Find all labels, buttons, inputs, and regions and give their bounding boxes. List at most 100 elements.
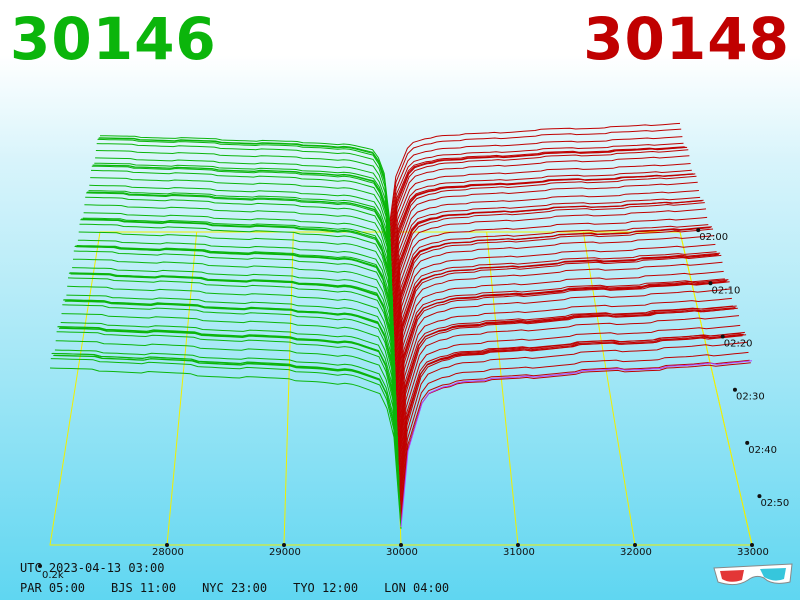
bid-depth-line — [60, 322, 400, 465]
ask-depth-line — [390, 146, 688, 252]
latest-ask-line — [400, 360, 753, 528]
ask-depth-line — [391, 163, 691, 268]
bid-depth-line — [80, 219, 395, 343]
x-tick-dot — [516, 543, 520, 547]
bid-depth-line — [92, 164, 393, 268]
x-tick-dot — [282, 543, 286, 547]
bid-depth-line — [94, 162, 392, 259]
bid-depth-line — [79, 223, 395, 348]
ask-depth-line — [398, 305, 737, 462]
ask-depth-line — [397, 297, 732, 443]
3d-glasses-icon[interactable] — [712, 560, 794, 590]
ask-depth-line — [396, 270, 724, 408]
bid-depth-line — [53, 355, 401, 510]
ask-depth-line — [394, 243, 716, 373]
x-tick-label: 29000 — [269, 547, 301, 558]
ask-depth-line — [389, 136, 683, 232]
time-tick-dot — [708, 281, 713, 286]
ask-depth-line — [395, 252, 721, 392]
bid-depth-line — [72, 258, 397, 389]
time-tick-label: 02:30 — [736, 392, 765, 403]
bid-depth-line — [89, 184, 393, 289]
bid-price: 30146 — [10, 5, 217, 73]
ask-depth-line — [392, 196, 701, 308]
time-tick-dot — [696, 228, 701, 233]
ask-depth-line — [389, 122, 681, 222]
x-tick-dot — [750, 543, 754, 547]
ask-depth-line — [396, 279, 729, 427]
clock-bjs: BJS 11:00 — [111, 581, 177, 595]
bid-depth-line — [90, 169, 393, 278]
x-tick-label: 32000 — [620, 547, 652, 558]
ask-depth-line — [395, 254, 722, 397]
bid-depth-line — [67, 285, 398, 424]
ask-depth-line — [392, 181, 698, 297]
time-tick-dot — [732, 387, 737, 392]
bid-depth-line — [69, 272, 398, 409]
ask-depth-line — [400, 359, 750, 518]
ask-depth-line — [393, 202, 705, 327]
bid-depth-line — [73, 250, 397, 383]
bid-depth-line — [86, 192, 394, 308]
x-tick-dot — [633, 543, 637, 547]
bid-depth-line — [91, 165, 393, 273]
bid-depth-line — [61, 313, 399, 459]
x-grid-line — [582, 231, 636, 546]
bid-depth-line — [86, 191, 394, 303]
bid-depth-line — [70, 273, 397, 404]
ask-depth-line — [393, 216, 708, 338]
ask-depth-line — [400, 362, 751, 523]
bid-depth-line — [85, 196, 394, 313]
bid-depth-line — [99, 135, 391, 224]
x-grid-line — [166, 231, 198, 546]
bid-depth-line — [77, 239, 396, 359]
ask-depth-line — [394, 228, 714, 362]
ask-depth-line — [397, 281, 730, 432]
bid-depth-line — [96, 143, 392, 243]
x-tick-label: 30000 — [386, 547, 418, 558]
ask-depth-line — [398, 307, 736, 458]
time-tick-label: 02:10 — [711, 285, 740, 296]
bid-depth-line — [63, 299, 399, 448]
ask-depth-line — [398, 307, 738, 467]
ask-price: 30148 — [583, 5, 790, 73]
bid-depth-line — [72, 267, 397, 394]
x-grid-line — [283, 231, 294, 546]
ask-depth-line — [391, 173, 696, 287]
bid-depth-line — [58, 327, 400, 474]
ask-depth-line — [399, 333, 744, 493]
bid-depth-line — [51, 353, 402, 519]
utc-clock: UTC 2023-04-13 03:00 — [20, 561, 165, 575]
ask-depth-line — [392, 190, 699, 303]
ask-depth-line — [393, 224, 709, 343]
ask-depth-line — [400, 351, 749, 513]
bid-depth-line — [82, 217, 395, 329]
time-tick-dot — [720, 334, 725, 339]
ask-depth-line — [395, 251, 717, 378]
ask-depth-line — [396, 261, 723, 402]
bid-depth-line — [54, 349, 401, 500]
bid-depth-line — [62, 304, 399, 454]
ask-depth-line — [397, 308, 735, 453]
bid-depth-line — [59, 327, 400, 470]
ask-depth-line — [399, 331, 745, 497]
bid-depth-line — [98, 137, 391, 233]
ask-depth-line — [394, 226, 712, 357]
ask-depth-line — [389, 128, 682, 227]
x-tick-label: 28000 — [152, 547, 184, 558]
bid-depth-line — [55, 340, 401, 494]
time-tick-label: 02:20 — [724, 338, 753, 349]
bid-depth-line — [57, 326, 400, 484]
world-clocks: PAR 05:00 BJS 11:00 NYC 23:00 TYO 12:00 LON … — [20, 581, 475, 595]
ask-depth-line — [398, 315, 740, 472]
bid-depth-line — [75, 245, 396, 374]
bid-depth-line — [84, 204, 394, 319]
x-tick-label: 31000 — [503, 547, 535, 558]
x-tick-dot — [399, 543, 403, 547]
bid-depth-line — [90, 177, 393, 284]
bid-depth-line — [88, 190, 393, 294]
bid-depth-line — [99, 137, 391, 229]
x-tick-label: 33000 — [737, 547, 769, 558]
ask-depth-line — [399, 334, 747, 502]
time-tick-label: 02:50 — [760, 498, 789, 509]
